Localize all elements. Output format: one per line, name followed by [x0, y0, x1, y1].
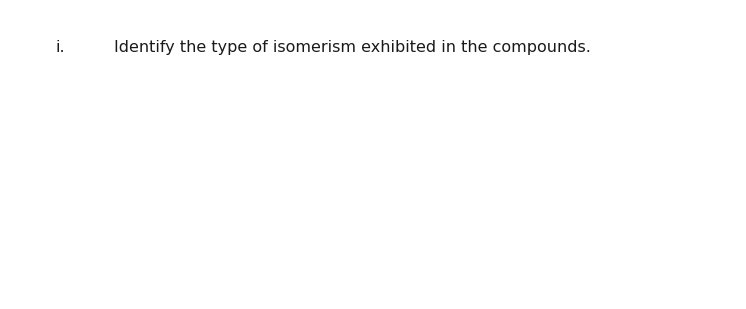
Text: Identify the type of isomerism exhibited in the compounds.: Identify the type of isomerism exhibited… [114, 40, 591, 55]
Text: i.: i. [55, 40, 65, 55]
